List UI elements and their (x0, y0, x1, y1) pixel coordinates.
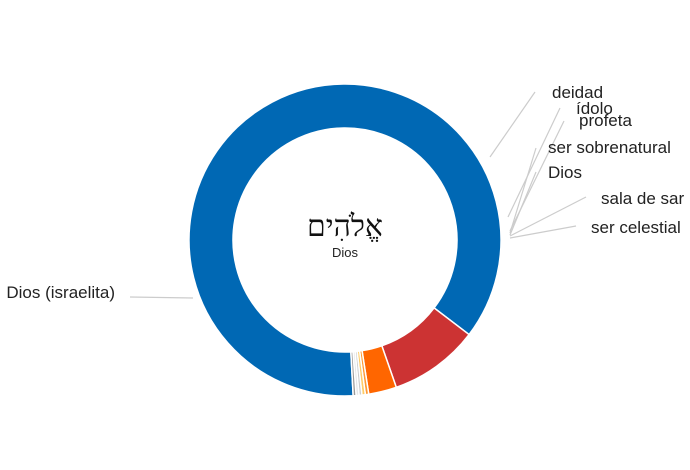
slice-label-2: ídolo (576, 99, 613, 118)
slice-7[interactable] (350, 350, 357, 397)
leader-line-4 (509, 147, 537, 234)
slice-label-5: Dios (548, 163, 582, 182)
slice-label-4: ser sobrenatural (548, 138, 671, 157)
center-gloss: Dios (332, 245, 359, 260)
leader-line-0 (129, 296, 194, 299)
slice-label-0: Dios (israelita) (6, 283, 115, 302)
slice-label-6: sala de sar (601, 189, 684, 208)
leader-line-1 (489, 91, 536, 158)
leader-line-6 (509, 196, 587, 237)
center-hebrew-word: אֱלֹהִים (307, 209, 383, 244)
donut-slices (188, 83, 502, 397)
leader-line-2 (507, 107, 561, 218)
leader-line-5 (509, 171, 537, 236)
slice-label-1: deidad (552, 83, 603, 102)
leader-line-7 (509, 225, 577, 239)
slice-0[interactable] (188, 83, 502, 397)
slice-label-7: ser celestial (591, 218, 681, 237)
slice-label-3: profeta (579, 111, 632, 130)
leader-lines (129, 91, 587, 299)
